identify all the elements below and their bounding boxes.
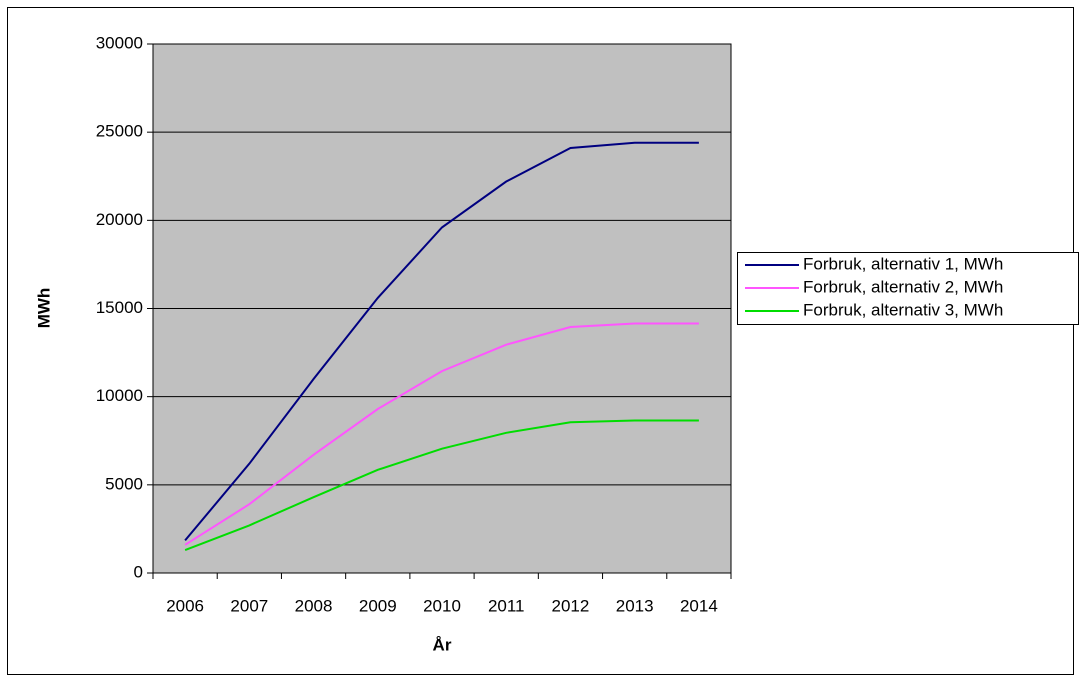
y-axis-label: MWh [34,288,53,329]
x-tick-label: 2012 [552,596,590,615]
y-tick-label: 30000 [96,33,143,52]
x-tick-label: 2007 [230,596,268,615]
y-tick-label: 20000 [96,210,143,229]
y-tick-label: 0 [134,562,143,581]
x-tick-label: 2013 [616,596,654,615]
y-tick-label: 10000 [96,386,143,405]
x-axis-label: År [433,635,452,654]
y-tick-label: 25000 [96,122,143,141]
x-tick-label: 2010 [423,596,461,615]
x-tick-label: 2014 [680,596,718,615]
y-tick-label: 5000 [105,474,143,493]
x-tick-label: 2009 [359,596,397,615]
series-line [184,322,699,546]
series-line [184,141,699,542]
x-tick-label: 2006 [166,596,204,615]
series-line [184,419,699,552]
y-tick-label: 15000 [96,298,143,317]
legend-label: Forbruk, alternativ 1, MWh [803,254,1003,273]
legend-label: Forbruk, alternativ 3, MWh [803,300,1003,319]
legend-label: Forbruk, alternativ 2, MWh [803,277,1003,296]
x-tick-label: 2008 [295,596,333,615]
x-tick-label: 2011 [488,596,525,615]
